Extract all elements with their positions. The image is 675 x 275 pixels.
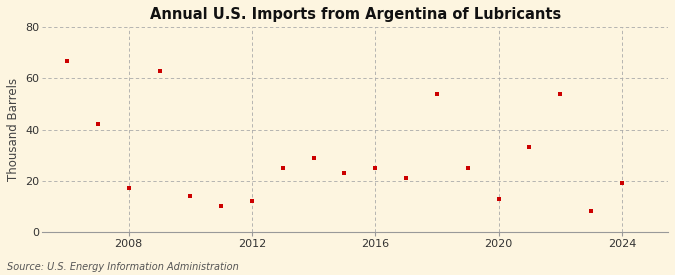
Title: Annual U.S. Imports from Argentina of Lubricants: Annual U.S. Imports from Argentina of Lu…: [150, 7, 561, 22]
Text: Source: U.S. Energy Information Administration: Source: U.S. Energy Information Administ…: [7, 262, 238, 272]
Y-axis label: Thousand Barrels: Thousand Barrels: [7, 78, 20, 181]
